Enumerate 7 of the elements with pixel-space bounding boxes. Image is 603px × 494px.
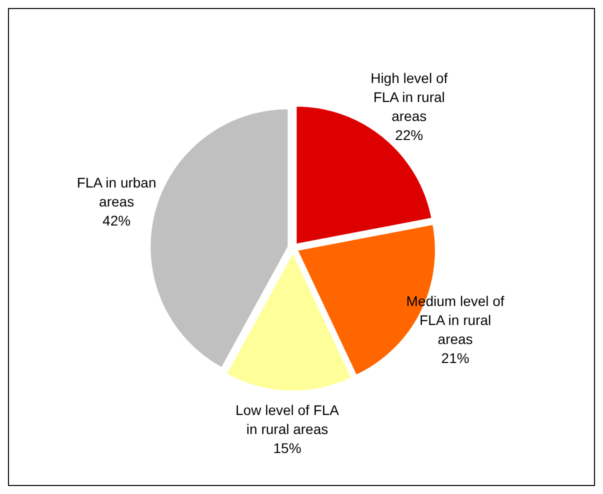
slice-label: Low level of FLA in rural areas <box>236 402 340 437</box>
slice-label: FLA in urban areas <box>76 174 156 210</box>
data-label: 15% <box>273 440 302 456</box>
data-label: 22% <box>395 126 424 143</box>
data-label: 21% <box>441 350 470 366</box>
data-label: 42% <box>102 212 131 228</box>
slice-label: High level of FLA in rural areas <box>370 70 448 124</box>
